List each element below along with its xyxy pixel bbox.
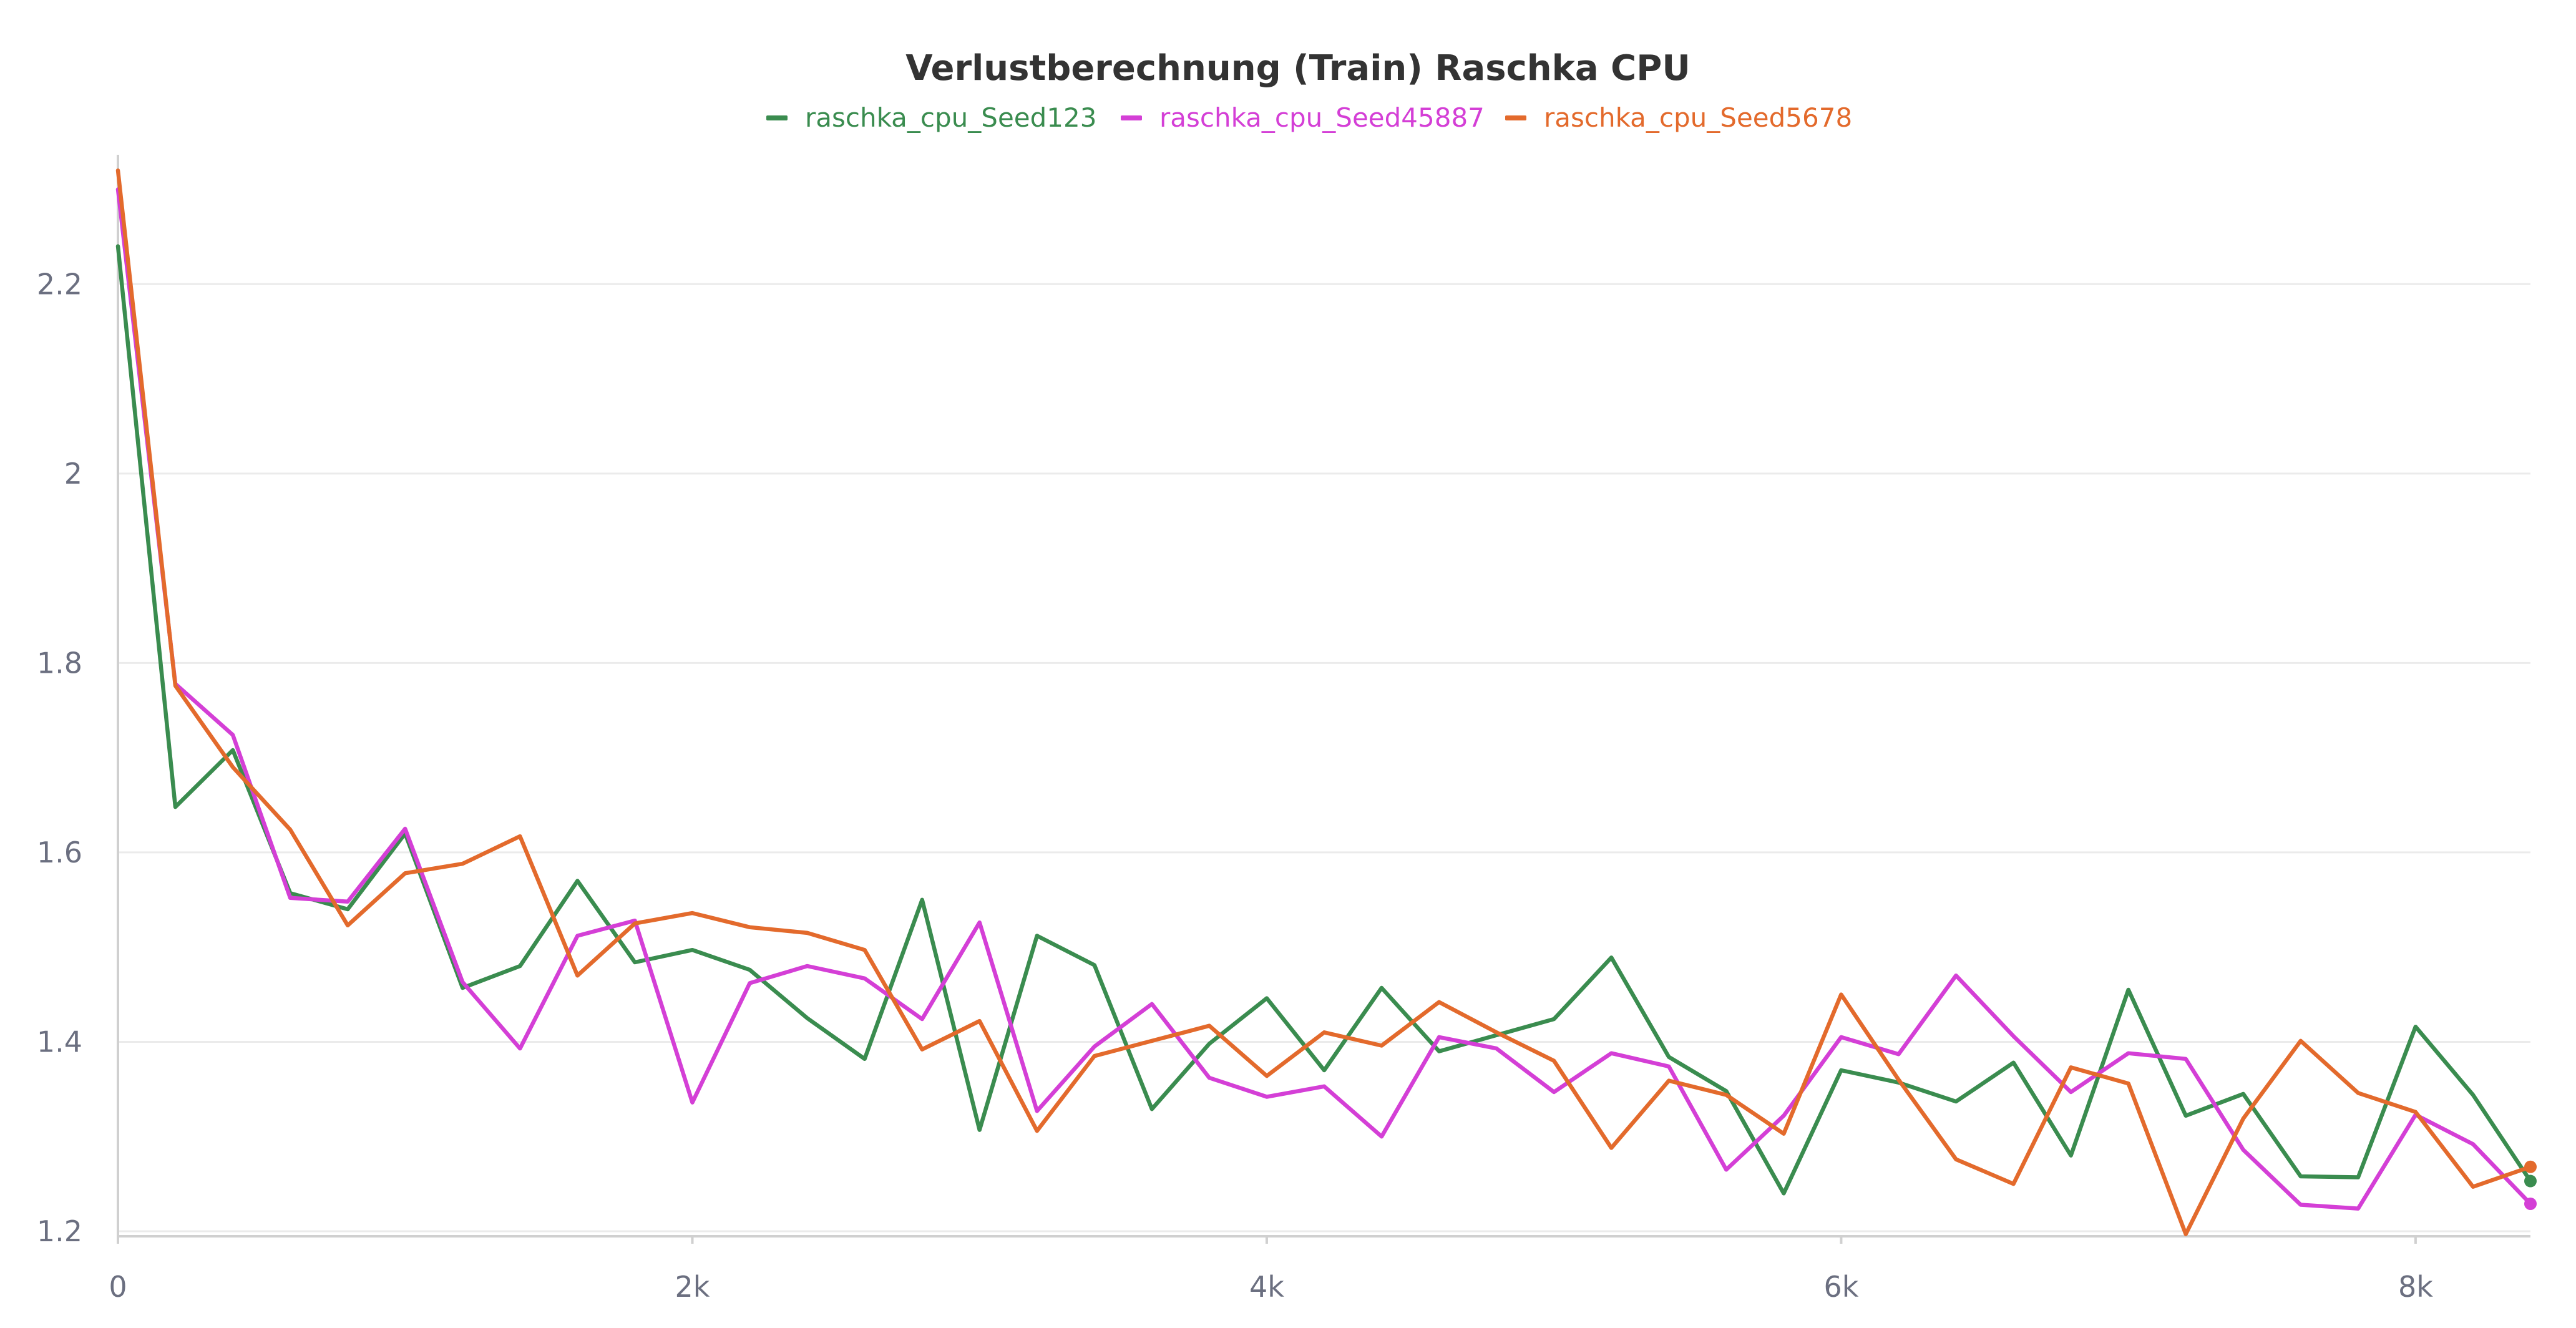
y-tick-label: 1.2 <box>37 1214 82 1248</box>
axes <box>117 155 2530 1244</box>
legend-swatch <box>1505 115 1526 120</box>
legend-swatch <box>766 115 788 120</box>
legend: raschka_cpu_Seed123 raschka_cpu_Seed45887… <box>766 102 1852 133</box>
legend-item[interactable]: raschka_cpu_Seed5678 <box>1505 102 1852 133</box>
x-tick-label: 6k <box>1823 1270 1858 1304</box>
legend-swatch <box>1121 115 1142 120</box>
y-tick-label: 2 <box>64 457 82 491</box>
series-line-raschka_cpu_Seed5678 <box>115 168 2533 1236</box>
x-tick-label: 2k <box>675 1270 710 1304</box>
series-line-raschka_cpu_Seed45887 <box>115 187 2533 1211</box>
legend-label: raschka_cpu_Seed5678 <box>1544 102 1852 133</box>
legend-item[interactable]: raschka_cpu_Seed45887 <box>1121 102 1485 133</box>
legend-item[interactable]: raschka_cpu_Seed123 <box>766 102 1096 133</box>
tick-labels: 1.2 1.4 1.6 1.8 2 2.2 0 2k 4k 6k 8k <box>37 267 2433 1304</box>
series-line-raschka_cpu_Seed123 <box>115 244 2533 1196</box>
legend-label: raschka_cpu_Seed45887 <box>1159 102 1485 133</box>
grid <box>118 283 2530 1233</box>
y-tick-label: 2.2 <box>37 267 82 301</box>
chart-title: Verlustberechnung (Train) Raschka CPU <box>905 48 1690 89</box>
y-tick-label: 1.8 <box>37 646 82 680</box>
x-tick-label: 0 <box>109 1270 127 1304</box>
x-tick-label: 8k <box>2398 1270 2433 1304</box>
series-end-point <box>2524 1174 2537 1188</box>
legend-label: raschka_cpu_Seed123 <box>805 102 1096 133</box>
y-tick-label: 1.6 <box>37 836 82 869</box>
x-tick-label: 4k <box>1249 1270 1284 1304</box>
series-end-point <box>2524 1160 2537 1173</box>
series-layer <box>115 168 2537 1236</box>
series-end-point <box>2524 1197 2537 1210</box>
y-tick-label: 1.4 <box>37 1025 82 1058</box>
